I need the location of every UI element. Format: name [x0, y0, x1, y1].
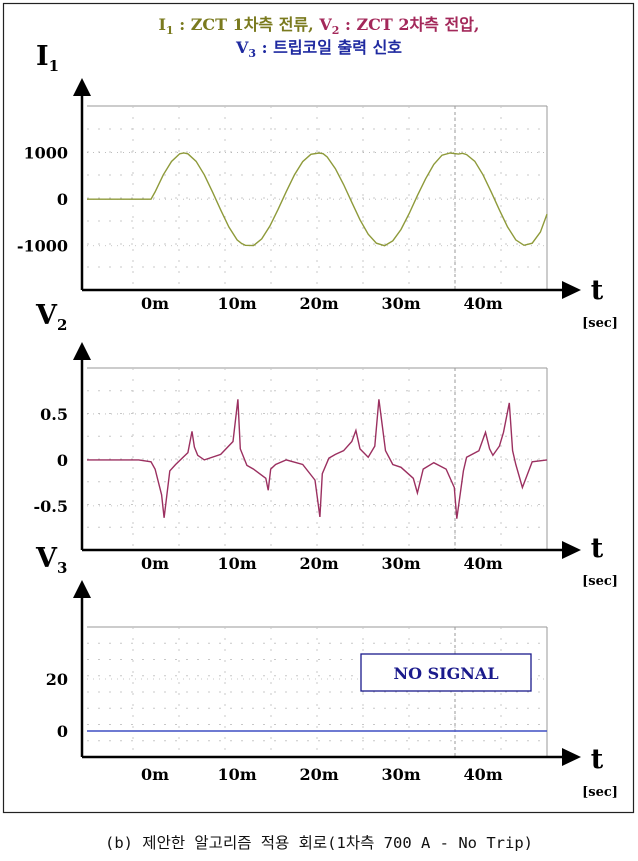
title-symbol: I [159, 15, 166, 34]
y-axis-arrowhead [73, 580, 91, 598]
annotation-box [360, 653, 532, 692]
x-tick-label: 0m [141, 294, 169, 313]
x-axis-label: t [591, 275, 604, 306]
title-text: : 트립코일 출력 신호 [256, 38, 402, 57]
y-axis-label: V2 [35, 300, 67, 334]
y-tick-label: 1000 [23, 144, 68, 163]
title-symbol: V [235, 38, 249, 57]
figure-caption: (b) 제안한 알고리즘 적용 회로(1차측 700 A - No Trip) [105, 834, 533, 852]
x-axis-arrowhead [562, 748, 581, 766]
figure-border [2, 2, 635, 814]
panel-v2-voltage: 0.5 0 -0.5 0m 10m 20m 30m 40m V2 t [sec] [34, 300, 618, 589]
title-separator: , [308, 15, 319, 34]
y-axis-label: I1 [36, 41, 59, 75]
annotation-text: NO SIGNAL [393, 664, 498, 683]
panel-i1-current: 1000 0 -1000 0m 10m 20m 30m 40m I1 t [sec] [17, 41, 618, 331]
x-axis-unit: [sec] [582, 574, 618, 589]
x-tick-label: 40m [463, 294, 502, 313]
x-tick-label: 10m [217, 765, 256, 784]
y-tick-label: 0.5 [40, 405, 68, 424]
x-tick-label: 0m [141, 554, 169, 573]
title-line-2: V3 : 트립코일 출력 신호 [235, 38, 402, 60]
x-tick-label: 10m [217, 294, 256, 313]
y-tick-label: 0 [57, 451, 68, 470]
x-tick-label: 40m [463, 765, 502, 784]
title-subscript: 1 [166, 24, 174, 37]
x-tick-label: 40m [463, 554, 502, 573]
x-tick-label: 20m [299, 294, 338, 313]
x-tick-label: 30m [381, 554, 420, 573]
y-tick-label: 0 [57, 722, 68, 741]
title-text: : ZCT 2차측 전압, [339, 15, 479, 34]
y-axis-label: V3 [35, 543, 67, 577]
title-subscript: 3 [248, 47, 256, 60]
x-axis-arrowhead [562, 281, 581, 299]
x-tick-label: 20m [299, 554, 338, 573]
series-line-i1 [87, 152, 548, 247]
y-axis-arrowhead [73, 78, 91, 96]
title-symbol: V [318, 15, 332, 34]
x-axis-unit: [sec] [582, 316, 618, 331]
x-axis-label: t [591, 533, 604, 564]
panel-v3-trip-signal: 20 0 0m 10m 20m 30m 40m V3 t [sec] NO SIGNAL [35, 543, 618, 800]
title-text: : ZCT 1차측 전류 [174, 15, 309, 34]
y-tick-label: 0 [57, 190, 68, 209]
y-axis-arrowhead [73, 342, 91, 360]
y-tick-label: 20 [46, 670, 68, 689]
title-subscript: 2 [332, 24, 340, 37]
x-axis-arrowhead [562, 541, 581, 559]
x-axis-unit: [sec] [582, 785, 618, 800]
series-line-v2 [87, 399, 548, 519]
x-tick-label: 0m [141, 765, 169, 784]
x-tick-label: 20m [299, 765, 338, 784]
chart-title: I1 : ZCT 1차측 전류, V2 : ZCT 2차측 전압,V3 : 트립… [159, 15, 480, 60]
x-tick-label: 30m [381, 765, 420, 784]
x-axis-label: t [591, 744, 604, 775]
x-tick-label: 10m [217, 554, 256, 573]
x-tick-label: 30m [381, 294, 420, 313]
title-line-1: I1 : ZCT 1차측 전류, V2 : ZCT 2차측 전압, [159, 15, 480, 37]
y-tick-label: -1000 [17, 237, 68, 256]
y-tick-label: -0.5 [34, 497, 68, 516]
